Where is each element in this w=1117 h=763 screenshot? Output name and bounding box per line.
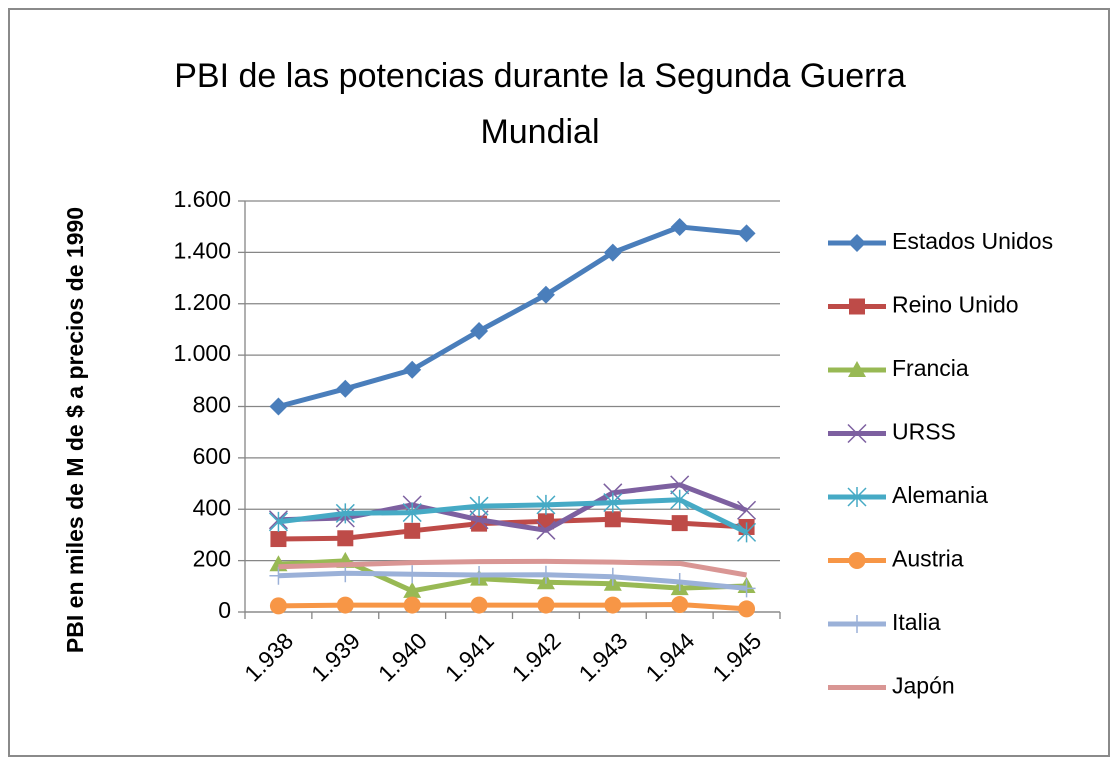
data-point bbox=[336, 379, 355, 398]
y-tick-label: 400 bbox=[193, 494, 231, 520]
data-point bbox=[737, 579, 756, 598]
series-line bbox=[278, 516, 747, 542]
data-point bbox=[603, 492, 623, 513]
y-tick-label: 200 bbox=[193, 546, 231, 572]
data-point bbox=[670, 572, 689, 591]
data-point bbox=[670, 475, 690, 495]
data-point bbox=[670, 217, 689, 236]
data-point bbox=[670, 489, 690, 510]
data-point bbox=[737, 224, 756, 243]
y-tick-label: 800 bbox=[193, 392, 231, 418]
x-tick-label: 1.939 bbox=[306, 627, 365, 686]
data-point bbox=[737, 500, 757, 520]
data-point bbox=[470, 596, 488, 614]
data-point bbox=[337, 530, 354, 547]
data-point bbox=[738, 600, 756, 618]
legend-label: Italia bbox=[892, 609, 941, 635]
data-point bbox=[671, 515, 688, 532]
data-point bbox=[604, 596, 622, 614]
x-tick-label: 1.944 bbox=[640, 627, 699, 686]
data-point bbox=[604, 511, 621, 528]
data-point bbox=[536, 520, 556, 540]
data-point bbox=[470, 566, 489, 585]
legend-marker bbox=[848, 552, 866, 569]
data-point bbox=[537, 596, 555, 614]
data-point bbox=[536, 494, 556, 515]
data-point bbox=[403, 360, 422, 379]
series-line bbox=[277, 224, 747, 409]
y-tick-label: 1.600 bbox=[173, 186, 231, 212]
y-tick-label: 600 bbox=[193, 443, 231, 469]
legend-label: Alemania bbox=[892, 482, 988, 508]
data-point bbox=[269, 397, 288, 416]
x-tick-label: 1.938 bbox=[239, 627, 298, 686]
legend-marker bbox=[849, 298, 865, 315]
y-tick-label: 0 bbox=[218, 597, 231, 623]
x-tick-label: 1.941 bbox=[440, 627, 499, 686]
data-point bbox=[403, 565, 422, 584]
legend-marker bbox=[847, 423, 867, 444]
data-point bbox=[536, 565, 555, 584]
legend-label: Estados Unidos bbox=[892, 228, 1053, 254]
legend-label: Japón bbox=[892, 673, 955, 699]
chart-frame bbox=[8, 8, 1110, 757]
legend-marker bbox=[848, 361, 866, 377]
data-point bbox=[671, 596, 689, 614]
legend-label: URSS bbox=[892, 419, 956, 445]
y-tick-label: 1.200 bbox=[173, 289, 231, 315]
data-point bbox=[470, 321, 489, 340]
data-point bbox=[603, 243, 622, 262]
series-line bbox=[278, 482, 748, 533]
data-point bbox=[269, 566, 288, 585]
data-point bbox=[269, 597, 287, 615]
data-point bbox=[335, 503, 355, 524]
series-line bbox=[278, 570, 747, 591]
data-point bbox=[536, 285, 555, 304]
legend-marker bbox=[847, 487, 867, 507]
y-tick-label: 1.400 bbox=[173, 237, 231, 263]
series-line bbox=[278, 497, 748, 535]
data-point bbox=[469, 510, 489, 530]
x-tick-label: 1.940 bbox=[373, 627, 432, 686]
legend-label: Reino Unido bbox=[892, 292, 1019, 318]
x-tick-label: 1.942 bbox=[507, 627, 566, 686]
x-tick-label: 1.945 bbox=[707, 627, 766, 686]
data-point bbox=[404, 522, 421, 539]
series-line bbox=[278, 602, 747, 612]
data-point bbox=[403, 596, 421, 614]
data-point bbox=[603, 567, 622, 586]
data-point bbox=[270, 531, 287, 548]
legend-label: Francia bbox=[892, 355, 969, 381]
y-tick-label: 1.000 bbox=[173, 340, 231, 366]
data-point bbox=[403, 581, 422, 598]
data-point bbox=[469, 496, 489, 517]
legend-marker bbox=[848, 234, 866, 252]
series-line bbox=[278, 558, 747, 578]
chart-title: PBI de las potencias durante la Segunda … bbox=[174, 57, 906, 151]
legend-marker bbox=[848, 615, 866, 633]
data-point bbox=[268, 511, 288, 532]
x-tick-label: 1.943 bbox=[574, 627, 633, 686]
data-point bbox=[402, 502, 422, 523]
data-point bbox=[737, 522, 757, 543]
data-point bbox=[336, 596, 354, 614]
legend-label: Austria bbox=[892, 546, 964, 572]
